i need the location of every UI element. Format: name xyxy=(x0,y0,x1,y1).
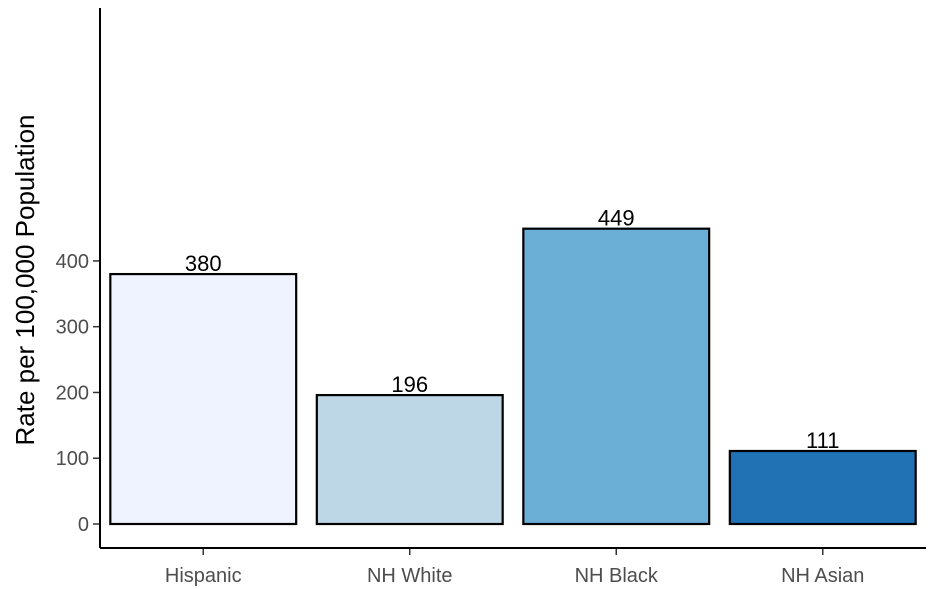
data-labels-layer: 380 196 449 111 xyxy=(185,206,840,453)
y-axis-title: Rate per 100,000 Population xyxy=(10,114,40,445)
bar-nh-black xyxy=(522,227,711,526)
y-axis: 0 100 200 300 400 xyxy=(56,8,101,548)
x-tick-label-nh-asian: NH Asian xyxy=(781,565,864,587)
x-axis: Hispanic NH White NH Black NH Asian xyxy=(100,547,926,587)
x-tick-label-hispanic: Hispanic xyxy=(165,565,242,587)
data-label-hispanic: 380 xyxy=(185,251,222,276)
bar-nh-asian xyxy=(728,449,917,526)
bar-nh-white xyxy=(315,393,504,526)
data-label-nh-black: 449 xyxy=(598,206,635,231)
data-label-nh-asian: 111 xyxy=(806,428,839,453)
y-tick-label-200: 200 xyxy=(56,382,89,404)
x-tick-label-nh-black: NH Black xyxy=(575,565,659,587)
data-label-nh-white: 196 xyxy=(391,372,428,397)
bars-layer xyxy=(109,227,917,526)
y-tick-label-300: 300 xyxy=(56,317,89,339)
y-tick-label-400: 400 xyxy=(56,251,89,273)
y-tick-label-100: 100 xyxy=(56,448,89,470)
x-tick-label-nh-white: NH White xyxy=(367,565,453,587)
y-tick-label-0: 0 xyxy=(78,514,89,536)
bar-hispanic xyxy=(109,272,298,526)
